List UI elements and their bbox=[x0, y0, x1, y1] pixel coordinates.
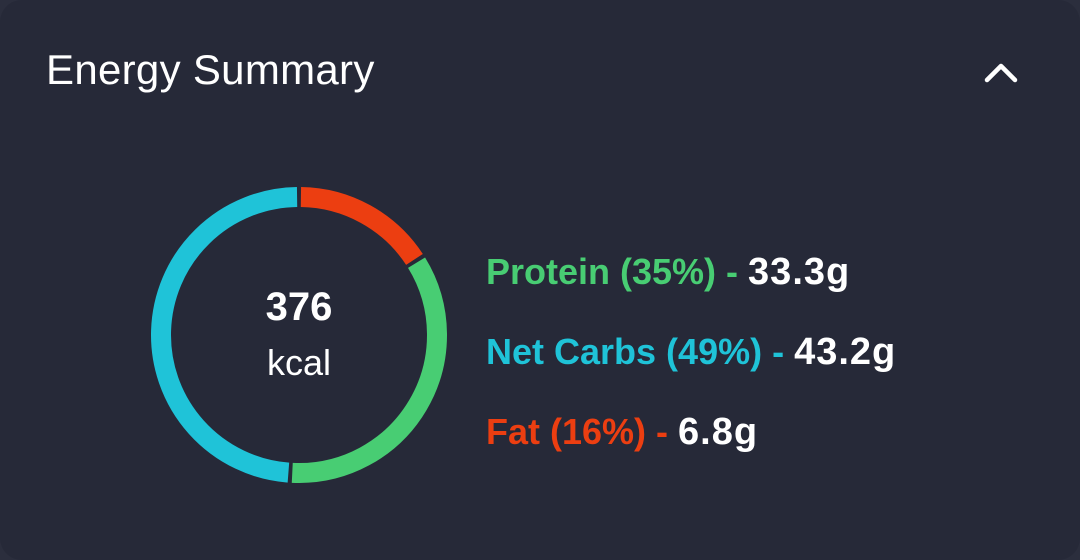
legend-item-net-carbs: Net Carbs (49%) - 43.2g bbox=[486, 312, 896, 392]
fat-value: 6.8g bbox=[678, 410, 759, 453]
collapse-button[interactable] bbox=[968, 44, 1034, 100]
fat-label: Fat (16%) - bbox=[486, 411, 669, 452]
net-carbs-value: 43.2g bbox=[794, 330, 897, 373]
donut-segment-fat bbox=[300, 187, 423, 266]
card-title: Energy Summary bbox=[46, 46, 375, 93]
legend-item-fat: Fat (16%) - 6.8g bbox=[486, 392, 896, 472]
chevron-up-icon bbox=[984, 63, 1018, 83]
net-carbs-label: Net Carbs (49%) - bbox=[486, 331, 785, 372]
macro-donut-chart bbox=[151, 187, 447, 483]
kcal-value: 376 bbox=[265, 285, 333, 329]
donut-segment-net-carbs bbox=[151, 187, 298, 483]
donut-segment-protein bbox=[291, 257, 447, 483]
kcal-unit: kcal bbox=[266, 342, 332, 383]
legend-item-protein: Protein (35%) - 33.3g bbox=[486, 232, 896, 312]
protein-label: Protein (35%) - bbox=[486, 251, 739, 292]
energy-center: 376 kcal bbox=[144, 180, 454, 490]
protein-value: 33.3g bbox=[748, 250, 851, 293]
macro-legend: Protein (35%) - 33.3g Net Carbs (49%) - … bbox=[486, 232, 896, 472]
